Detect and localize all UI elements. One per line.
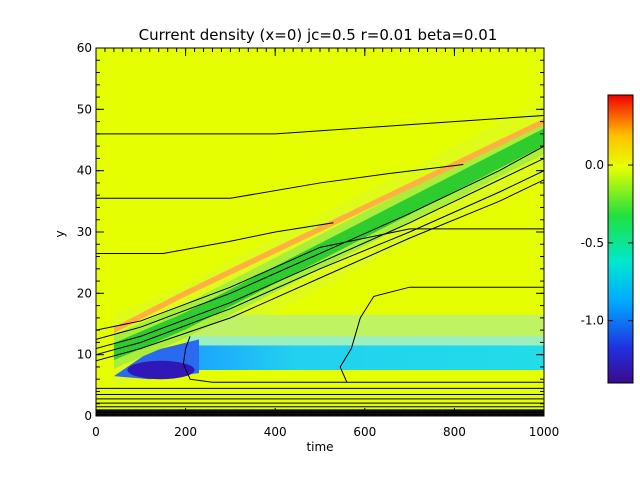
x-tick-label: 600: [353, 425, 376, 439]
y-axis-label: y: [53, 230, 67, 237]
y-tick-label: 0: [84, 409, 92, 423]
main-band-core: [113, 128, 544, 361]
contour-line-6: [96, 179, 544, 362]
colorbar: 0.0 -0.5 -1.0: [581, 94, 634, 384]
x-tick-label: 200: [174, 425, 197, 439]
colorbar-tick-label: -0.5: [581, 236, 604, 250]
chart-title: Current density (x=0) jc=0.5 r=0.01 beta…: [139, 26, 498, 44]
y-tick-label: 50: [77, 102, 92, 116]
contour-line-5: [96, 170, 544, 356]
contour-line-1: [96, 164, 464, 199]
y-tick-label: 20: [77, 286, 92, 300]
contour-line-3: [96, 145, 544, 340]
y-tick-label: 30: [77, 225, 92, 239]
colorbar-tick-label: 0.0: [585, 158, 604, 172]
y-tick-label: 40: [77, 164, 92, 178]
cyan-region: [185, 345, 544, 370]
orange-streak: [113, 118, 544, 334]
contour-line-8: [182, 336, 544, 383]
contour-line-4: [96, 157, 544, 350]
x-tick-label: 800: [443, 425, 466, 439]
colorbar-gradient: [607, 94, 634, 384]
x-tick-label: 400: [264, 425, 287, 439]
y-tick-label: 60: [77, 41, 92, 55]
y-tick-label: 10: [77, 348, 92, 362]
contour-line-7: [96, 228, 544, 331]
heatmap-field: [96, 48, 544, 416]
x-axis-label: time: [306, 440, 333, 454]
x-tick-label: 1000: [529, 425, 560, 439]
deep-blue-core: [127, 360, 195, 380]
colorbar-tick-label: -1.0: [581, 314, 604, 328]
x-tick-label: 0: [92, 425, 100, 439]
contour-line-2: [96, 222, 334, 254]
contour-line-9: [339, 286, 544, 383]
contour-line-0: [96, 114, 544, 135]
